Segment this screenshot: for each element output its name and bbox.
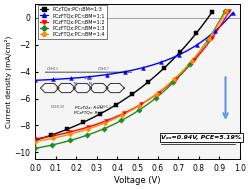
Text: Vₒₓ=0.94V, PCE=5.19%: Vₒₓ=0.94V, PCE=5.19% xyxy=(161,135,241,140)
X-axis label: Voltage (V): Voltage (V) xyxy=(114,176,161,185)
Legend: PCzTQx:PC₇₁BM=1:3, PCzFTQx:PC₇₁BM=1:1, PCzFTQx:PC₇₁BM=1:2, PCzFTQx:PC₇₁BM=1:3, P: PCzTQx:PC₇₁BM=1:3, PCzFTQx:PC₇₁BM=1:1, P… xyxy=(38,5,107,39)
Y-axis label: Current density (mA/cm²): Current density (mA/cm²) xyxy=(4,36,12,128)
